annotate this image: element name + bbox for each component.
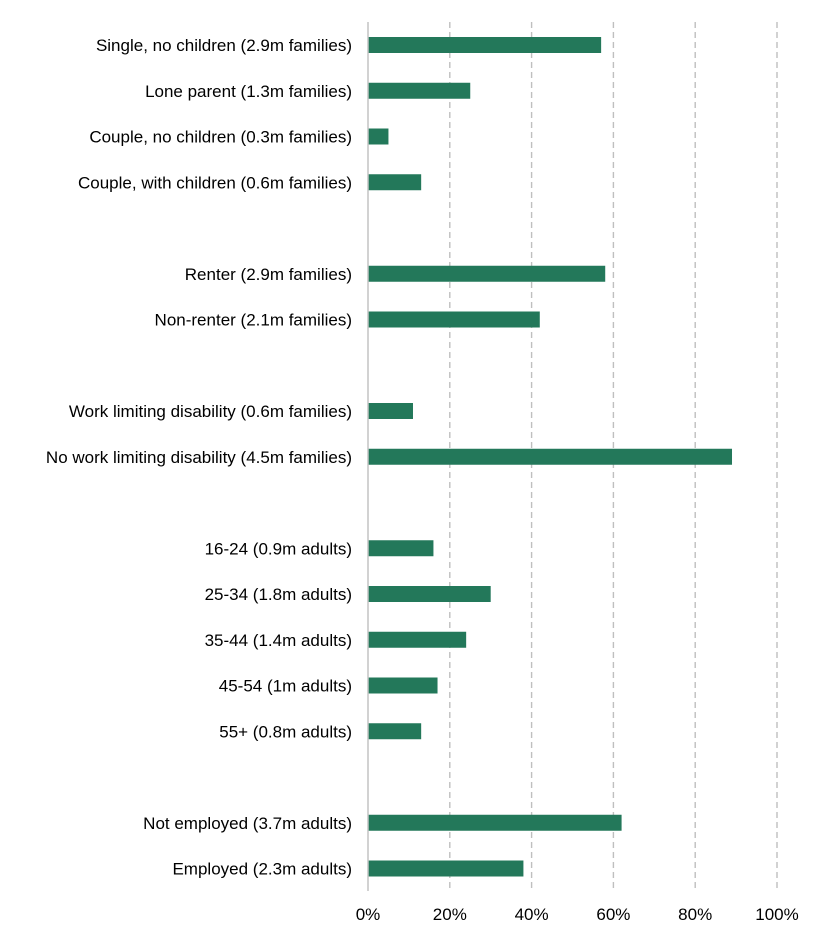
bars — [368, 37, 733, 877]
bar — [368, 677, 438, 694]
category-label: 45-54 (1m adults) — [219, 677, 352, 696]
x-tick-label: 100% — [755, 905, 798, 924]
x-axis-tick-labels: 0% 20% 40% 60% 80% 100% — [356, 905, 799, 924]
category-label: Work limiting disability (0.6m families) — [69, 402, 352, 421]
bar — [368, 37, 602, 53]
bar — [368, 586, 491, 602]
category-label: 55+ (0.8m adults) — [219, 722, 352, 741]
category-label: 16-24 (0.9m adults) — [205, 539, 352, 558]
category-label: Lone parent (1.3m families) — [145, 82, 352, 101]
bar — [368, 82, 471, 99]
category-label: Non-renter (2.1m families) — [155, 311, 352, 330]
category-label: Renter (2.9m families) — [185, 265, 352, 284]
category-label: Not employed (3.7m adults) — [143, 814, 352, 833]
x-tick-label: 20% — [433, 905, 467, 924]
x-tick-label: 40% — [515, 905, 549, 924]
bar — [368, 174, 422, 191]
x-tick-label: 60% — [596, 905, 630, 924]
category-label: Couple, with children (0.6m families) — [78, 173, 352, 192]
bar — [368, 540, 434, 557]
category-label: No work limiting disability (4.5m famili… — [46, 448, 352, 467]
bar — [368, 448, 733, 465]
bar — [368, 265, 606, 282]
x-tick-label: 80% — [678, 905, 712, 924]
x-tick-label: 0% — [356, 905, 381, 924]
category-label: Employed (2.3m adults) — [172, 860, 352, 879]
bar — [368, 403, 413, 419]
bar — [368, 860, 524, 877]
bar — [368, 128, 389, 145]
bar — [368, 311, 540, 328]
bar — [368, 723, 422, 740]
category-label: 35-44 (1.4m adults) — [205, 631, 352, 650]
category-label: 25-34 (1.8m adults) — [205, 585, 352, 604]
category-labels: Single, no children (2.9m families) Lone … — [46, 36, 352, 879]
bar — [368, 814, 622, 831]
category-label: Couple, no children (0.3m families) — [89, 128, 352, 147]
category-label: Single, no children (2.9m families) — [96, 36, 352, 55]
bar — [368, 631, 467, 648]
